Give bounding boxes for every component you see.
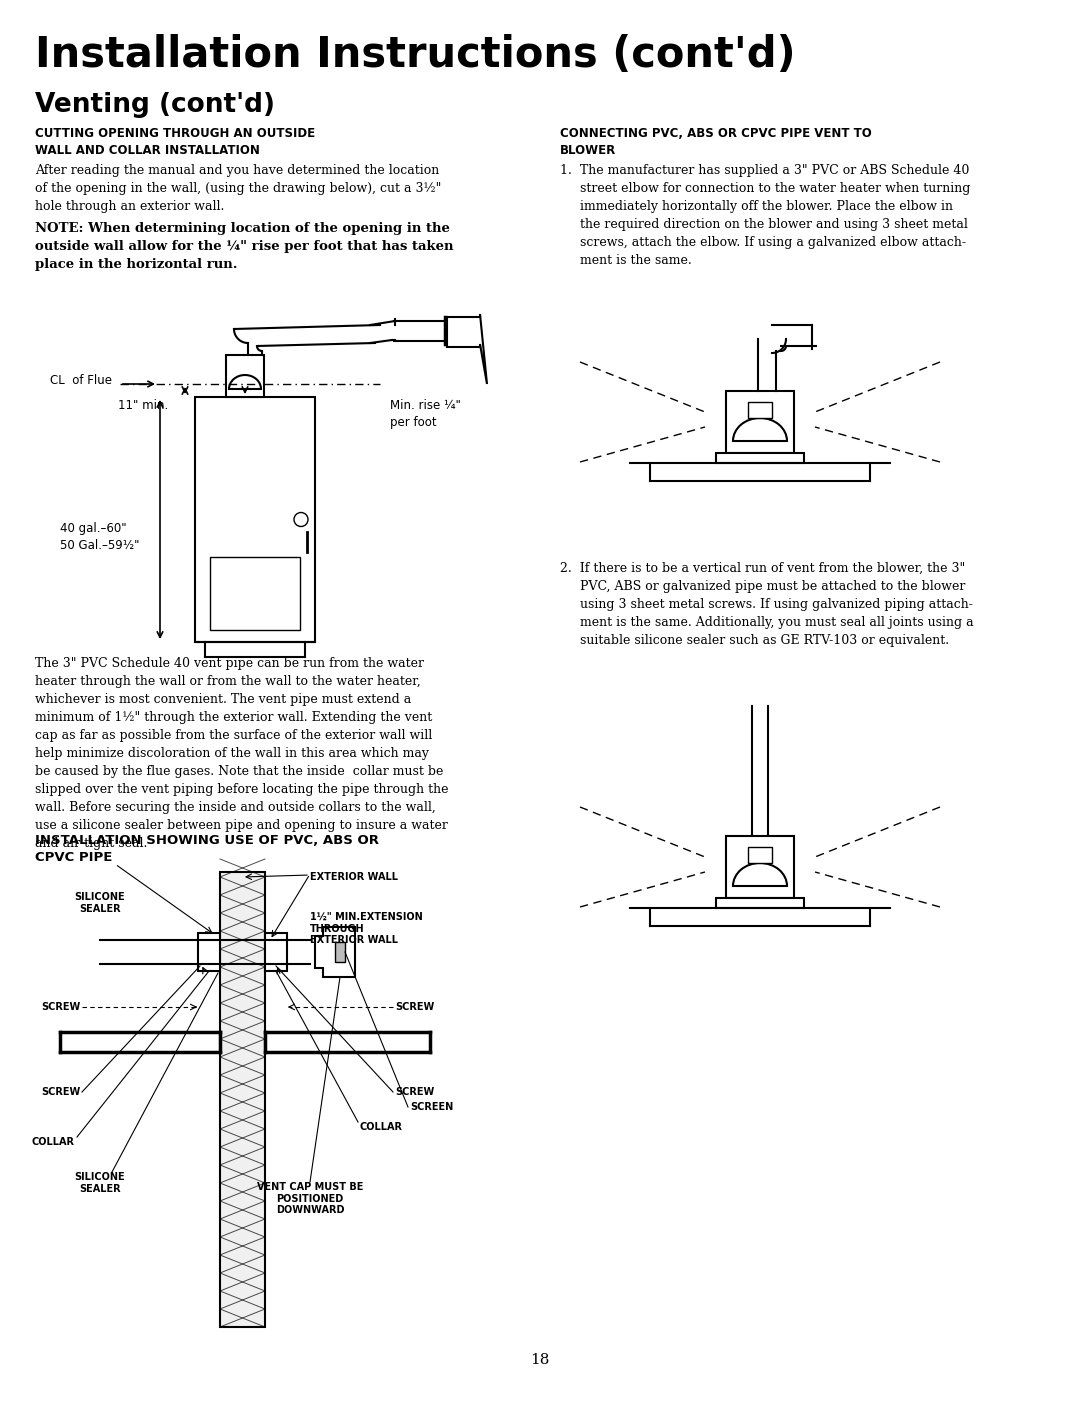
Text: COLLAR: COLLAR (32, 1137, 75, 1147)
Text: SCREEN: SCREEN (410, 1102, 454, 1112)
Text: After reading the manual and you have determined the location
of the opening in : After reading the manual and you have de… (35, 164, 442, 213)
Text: SILICONE
SEALER: SILICONE SEALER (75, 1172, 125, 1193)
Text: SCREW: SCREW (41, 1002, 80, 1012)
Text: COLLAR: COLLAR (360, 1122, 403, 1131)
Text: CUTTING OPENING THROUGH AN OUTSIDE
WALL AND COLLAR INSTALLATION: CUTTING OPENING THROUGH AN OUTSIDE WALL … (35, 128, 315, 157)
Circle shape (294, 513, 308, 527)
Text: EXTERIOR WALL: EXTERIOR WALL (310, 872, 399, 882)
Text: 40 gal.–60"
50 Gal.–59½": 40 gal.–60" 50 Gal.–59½" (60, 522, 139, 552)
Text: 1.  The manufacturer has supplied a 3" PVC or ABS Schedule 40
     street elbow : 1. The manufacturer has supplied a 3" PV… (561, 164, 970, 266)
Bar (716, 453, 804, 463)
Text: CL  of Flue: CL of Flue (50, 374, 112, 387)
Text: 1½" MIN.EXTENSION
THROUGH
EXTERIOR WALL: 1½" MIN.EXTENSION THROUGH EXTERIOR WALL (310, 911, 422, 945)
Bar (220, 872, 265, 1328)
Polygon shape (447, 314, 487, 384)
Text: Installation Instructions (cont'd): Installation Instructions (cont'd) (35, 34, 796, 76)
Text: NOTE: When determining location of the opening in the
outside wall allow for the: NOTE: When determining location of the o… (35, 222, 454, 271)
Text: 2.  If there is to be a vertical run of vent from the blower, the 3"
     PVC, A: 2. If there is to be a vertical run of v… (561, 562, 974, 646)
Text: 11" min.: 11" min. (118, 400, 168, 412)
Bar (716, 899, 804, 908)
Bar (265, 932, 287, 972)
Text: Min. rise ¼"
per foot: Min. rise ¼" per foot (390, 400, 461, 429)
Text: SCREW: SCREW (41, 1087, 80, 1096)
Text: INSTALLATION SHOWING USE OF PVC, ABS OR
CPVC PIPE: INSTALLATION SHOWING USE OF PVC, ABS OR … (35, 834, 379, 864)
Bar (198, 932, 220, 972)
Bar (335, 942, 345, 962)
Text: CONNECTING PVC, ABS OR CPVC PIPE VENT TO
BLOWER: CONNECTING PVC, ABS OR CPVC PIPE VENT TO… (561, 128, 872, 157)
Text: The 3" PVC Schedule 40 vent pipe can be run from the water
heater through the wa: The 3" PVC Schedule 40 vent pipe can be … (35, 658, 448, 850)
Bar (210, 557, 300, 629)
Polygon shape (315, 927, 355, 977)
Text: SCREW: SCREW (395, 1002, 434, 1012)
Bar (726, 836, 794, 899)
Bar (748, 402, 772, 418)
Bar (226, 355, 264, 397)
Text: SILICONE
SEALER: SILICONE SEALER (75, 892, 125, 914)
Text: SCREW: SCREW (395, 1087, 434, 1096)
Bar (748, 847, 772, 864)
Bar (195, 397, 315, 642)
Bar (726, 391, 794, 453)
Text: 18: 18 (530, 1353, 550, 1367)
Text: VENT CAP MUST BE
POSITIONED
DOWNWARD: VENT CAP MUST BE POSITIONED DOWNWARD (257, 1182, 363, 1216)
Text: Venting (cont'd): Venting (cont'd) (35, 93, 275, 118)
